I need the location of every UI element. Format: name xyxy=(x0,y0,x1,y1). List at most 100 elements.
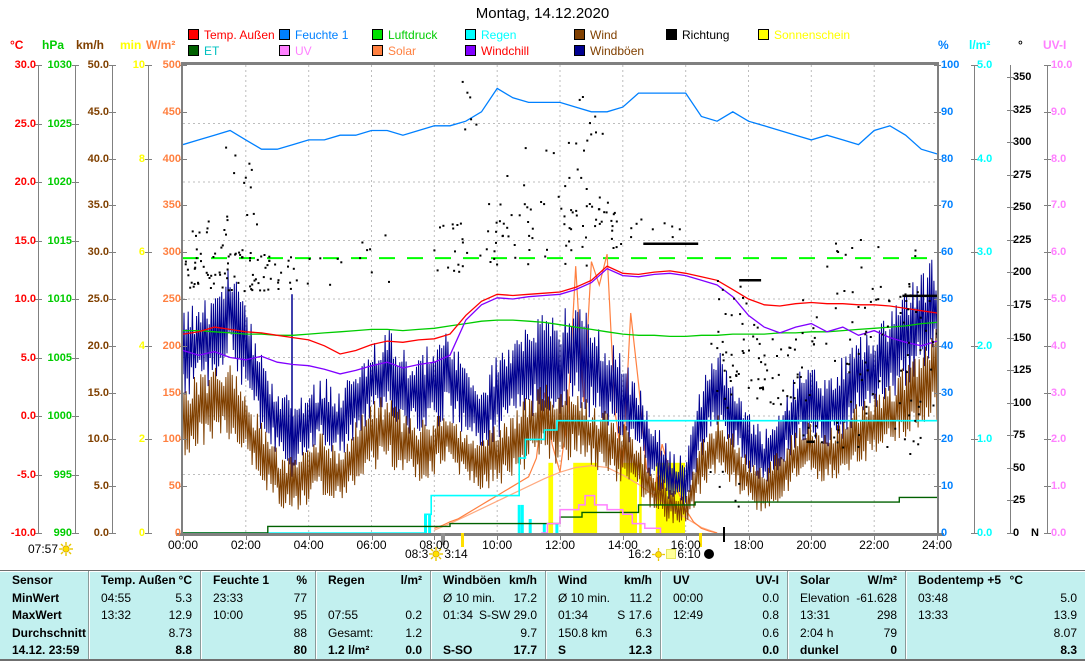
richtung-dot xyxy=(192,285,195,288)
y-axis-label: 25.0 xyxy=(87,293,109,305)
richtung-dot xyxy=(848,371,851,374)
legend-item-Wind: Wind xyxy=(574,28,617,42)
axis-tick xyxy=(145,159,152,160)
table-cell: Regen xyxy=(328,573,365,587)
richtung-dot xyxy=(836,250,839,253)
table-column-Wind: Wind km/h Ø 10 min. 11.2 01:34 S 17.6 150.8 km… xyxy=(545,571,660,659)
table-row: Feuchte 1% xyxy=(201,573,315,590)
richtung-dot xyxy=(766,369,769,372)
richtung-dot xyxy=(860,266,863,269)
richtung-dot xyxy=(454,250,456,253)
axis-tick xyxy=(35,475,42,476)
richtung-dot xyxy=(598,196,601,199)
richtung-dot xyxy=(795,338,797,341)
richtung-dot xyxy=(586,139,589,142)
axis-tick xyxy=(1007,338,1014,339)
y-axis-label: 2.0 xyxy=(1051,433,1067,445)
axis-unit-km/h: km/h xyxy=(76,38,105,52)
axis-tick xyxy=(72,416,79,417)
richtung-dot xyxy=(615,220,618,223)
richtung-dot xyxy=(813,343,815,346)
richtung-dot xyxy=(812,327,815,330)
x-axis-label: 04:00 xyxy=(293,538,324,552)
y-axis-label: 70 xyxy=(941,199,954,211)
richtung-dot xyxy=(787,354,789,357)
table-row: 150.8 km 6.3 xyxy=(546,626,660,643)
richtung-dot xyxy=(760,386,763,389)
richtung-dot xyxy=(248,162,251,165)
table-cell: Gesamt: xyxy=(328,626,374,640)
richtung-dot xyxy=(865,412,868,415)
series-ET xyxy=(183,496,937,533)
axis-tick xyxy=(180,205,187,206)
axis-tick xyxy=(145,346,152,347)
richtung-dot xyxy=(782,389,785,392)
richtung-dot xyxy=(563,223,566,226)
richtung-dot xyxy=(815,316,818,319)
regen-bar xyxy=(555,523,559,533)
axis-tick xyxy=(109,346,116,347)
axis-tick xyxy=(180,393,187,394)
y-axis-label-extra: N xyxy=(1031,527,1039,539)
axis-unit-%: % xyxy=(938,38,949,52)
richtung-dot xyxy=(635,222,638,225)
richtung-dot xyxy=(762,386,764,389)
richtung-dot xyxy=(606,201,609,204)
richtung-dot xyxy=(287,259,290,262)
x-axis-line xyxy=(176,533,944,536)
richtung-dot xyxy=(208,277,211,279)
richtung-dot xyxy=(557,195,560,198)
richtung-dot xyxy=(630,236,633,239)
richtung-dot xyxy=(919,400,922,403)
axis-tick xyxy=(1044,159,1051,160)
y-axis-label: 2 xyxy=(138,433,145,445)
sun-icon xyxy=(652,547,666,561)
richtung-dot xyxy=(260,255,263,258)
richtung-dot xyxy=(191,230,194,233)
y-axis-label: 100 xyxy=(1013,397,1032,409)
richtung-dot xyxy=(589,122,591,125)
table-row: dunkel 0 xyxy=(788,643,905,660)
y-axis-label: 1005 xyxy=(47,352,72,364)
y-axis-label: 450 xyxy=(162,106,181,118)
table-cell: 13.9 xyxy=(1053,608,1077,622)
richtung-dot xyxy=(234,252,237,255)
richtung-dot xyxy=(452,227,455,230)
table-row: 1.2 l/m² 0.0 xyxy=(316,643,430,660)
y-axis-label: 1000 xyxy=(47,410,72,422)
richtung-dot xyxy=(730,393,733,396)
table-column-Bodentemp +5: Bodentemp +5 °C 03:48 5.0 13:33 13.9 8.07 8.3 xyxy=(905,571,1085,659)
axis-line-° xyxy=(1010,65,1011,533)
table-cell: 12.3 xyxy=(628,643,652,657)
table-cell: -61.628 xyxy=(856,591,897,605)
richtung-dot xyxy=(513,244,516,246)
axis-line-min xyxy=(148,65,149,533)
table-cell: l/m² xyxy=(400,573,422,587)
richtung-dot xyxy=(903,438,906,441)
y-axis-label: 400 xyxy=(162,153,181,165)
y-axis-label: 125 xyxy=(1013,364,1032,376)
page-title: Montag, 14.12.2020 xyxy=(475,5,610,22)
richtung-dot xyxy=(808,394,811,397)
y-axis-label: 50.0 xyxy=(87,59,109,71)
table-cell: MinWert xyxy=(12,591,60,605)
y-axis-label: 1015 xyxy=(47,235,72,247)
table-cell: 88 xyxy=(293,626,307,640)
regen-bar xyxy=(517,504,521,533)
y-axis-label: 90 xyxy=(941,106,954,118)
table-row: 12:49 0.8 xyxy=(661,608,787,625)
richtung-dot xyxy=(238,251,241,254)
axis-tick xyxy=(180,252,187,253)
richtung-dot xyxy=(724,397,726,400)
table-row: Wind km/h xyxy=(546,573,660,590)
richtung-dot xyxy=(741,350,744,352)
x-axis-tick xyxy=(560,536,561,540)
richtung-dot xyxy=(252,212,255,215)
richtung-dot xyxy=(915,311,918,313)
axis-tick xyxy=(109,439,116,440)
axis-tick xyxy=(180,533,187,534)
richtung-dot xyxy=(499,203,502,206)
richtung-dot xyxy=(234,154,237,157)
richtung-dot xyxy=(214,252,217,255)
richtung-dot xyxy=(737,373,740,375)
